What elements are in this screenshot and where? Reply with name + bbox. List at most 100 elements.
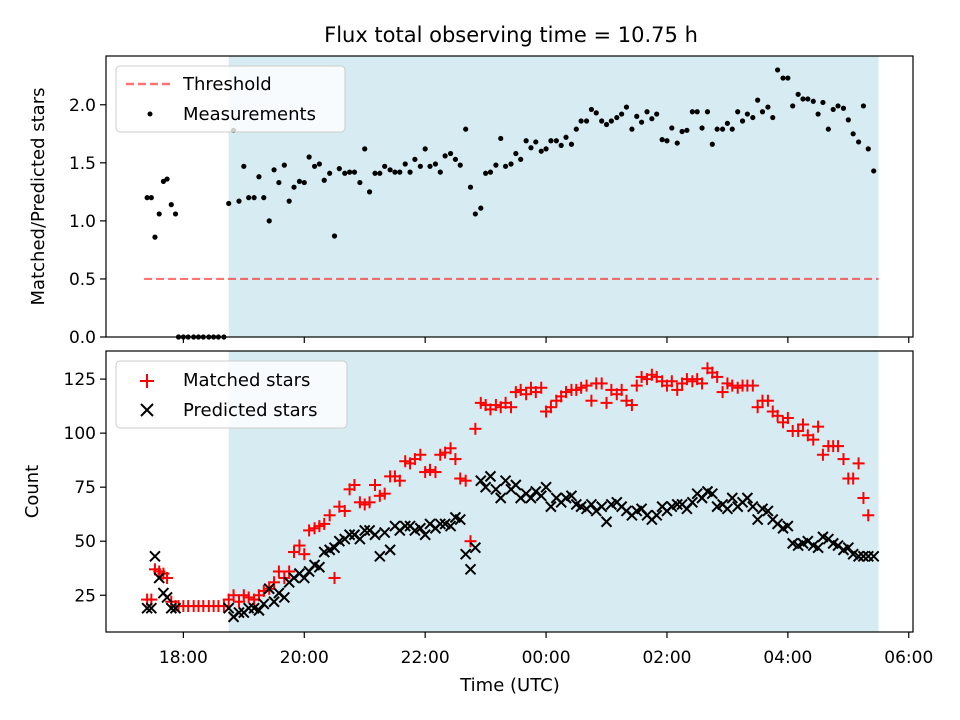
predicted-star-point xyxy=(868,550,880,563)
legend-matched-label: Matched stars xyxy=(183,370,310,391)
predicted-star-point xyxy=(650,509,663,521)
predicted-star-point xyxy=(686,496,699,509)
measurement-point xyxy=(528,145,534,151)
measurement-point xyxy=(815,111,821,117)
predicted-star-point xyxy=(454,513,466,526)
measurement-point xyxy=(573,126,579,132)
measurement-point xyxy=(498,135,504,142)
measurement-point xyxy=(256,174,262,180)
measurement-point xyxy=(654,111,660,117)
predicted-star-point xyxy=(782,520,794,532)
predicted-star-point xyxy=(545,500,557,513)
measurement-point xyxy=(699,125,705,131)
measurement-point xyxy=(172,211,179,217)
matched-star-point xyxy=(242,591,255,604)
predicted-star-point xyxy=(525,492,537,504)
measurement-point xyxy=(845,117,851,123)
matched-star-point xyxy=(625,399,638,412)
matched-star-point xyxy=(862,509,875,522)
matched-star-point xyxy=(424,463,437,476)
predicted-star-point xyxy=(374,550,386,563)
matched-star-point xyxy=(852,457,865,470)
count-plot-area xyxy=(141,362,880,623)
measurement-point xyxy=(392,169,398,175)
measurement-point xyxy=(835,103,841,109)
measurement-point xyxy=(578,118,584,124)
predicted-star-point xyxy=(145,602,158,614)
measurement-point xyxy=(739,118,746,124)
measurement-point xyxy=(362,146,368,152)
measurement-point xyxy=(156,211,162,217)
predicted-star-point xyxy=(479,481,492,493)
x-tick-label: 04:00 xyxy=(763,648,812,668)
matched-star-point xyxy=(287,546,300,559)
matched-star-point xyxy=(272,565,285,578)
matched-star-point xyxy=(520,388,533,401)
measurement-point xyxy=(447,150,454,157)
measurement-point xyxy=(538,148,544,154)
matched-star-point xyxy=(298,548,311,561)
measurement-point xyxy=(412,156,418,162)
legend-x-marker-icon xyxy=(140,403,154,417)
predicted-star-point xyxy=(475,474,487,487)
measurement-point xyxy=(568,141,575,147)
matched-star-point xyxy=(323,509,336,522)
predicted-star-point xyxy=(378,526,391,539)
measurement-point xyxy=(871,168,877,174)
measurement-point xyxy=(638,119,645,125)
matched-star-point xyxy=(635,370,648,383)
measurement-point xyxy=(729,126,735,132)
measurement-point xyxy=(296,178,303,185)
measurement-point xyxy=(735,109,741,115)
matched-star-point xyxy=(746,379,759,392)
measurement-point xyxy=(770,114,776,121)
y-tick-label: 100 xyxy=(64,424,96,444)
measurement-point xyxy=(351,169,358,175)
predicted-star-point xyxy=(359,524,371,537)
measurement-point xyxy=(750,114,756,121)
matched-star-point xyxy=(544,401,557,414)
predicted-star-point xyxy=(857,550,870,563)
measurement-point xyxy=(689,109,695,115)
measurement-point xyxy=(759,109,766,115)
matched-star-point xyxy=(283,565,296,578)
predicted-star-point xyxy=(842,541,855,554)
y-tick-label: 25 xyxy=(74,586,96,606)
predicted-star-point xyxy=(233,606,245,619)
measurement-point xyxy=(649,116,655,122)
predicted-star-point xyxy=(328,541,341,554)
legend-measurements-dot-icon xyxy=(147,111,153,117)
measurement-point xyxy=(659,137,665,143)
measurement-point xyxy=(684,127,690,133)
matched-star-point xyxy=(751,401,764,414)
measurement-point xyxy=(148,195,154,201)
y-tick-label: 2.0 xyxy=(69,96,96,116)
predicted-star-point xyxy=(149,550,161,563)
matched-star-point xyxy=(363,496,376,509)
measurement-point xyxy=(709,141,715,147)
measurement-point xyxy=(377,170,383,176)
measurement-point xyxy=(800,96,806,102)
y-tick-label: 75 xyxy=(74,478,96,498)
measurement-point xyxy=(774,67,781,73)
measurement-point xyxy=(144,195,150,201)
predicted-star-point xyxy=(490,483,502,496)
measurement-point xyxy=(226,200,232,207)
matched-star-point xyxy=(378,487,391,500)
measurement-point xyxy=(164,176,170,182)
predicted-star-point xyxy=(419,529,431,541)
measurement-point xyxy=(508,161,514,167)
matched-star-point xyxy=(580,379,593,392)
measurement-point xyxy=(795,91,801,97)
predicted-star-point xyxy=(510,479,522,491)
measurement-point xyxy=(168,202,174,208)
measurement-point xyxy=(518,156,524,162)
measurement-point xyxy=(810,98,816,104)
y-tick-label: 0.0 xyxy=(69,328,96,348)
matched-star-point xyxy=(268,576,281,589)
measurement-point xyxy=(427,163,433,169)
matched-star-point xyxy=(857,491,870,504)
measurement-point xyxy=(619,111,625,117)
measurement-point xyxy=(442,153,448,159)
measurement-point xyxy=(327,170,333,176)
